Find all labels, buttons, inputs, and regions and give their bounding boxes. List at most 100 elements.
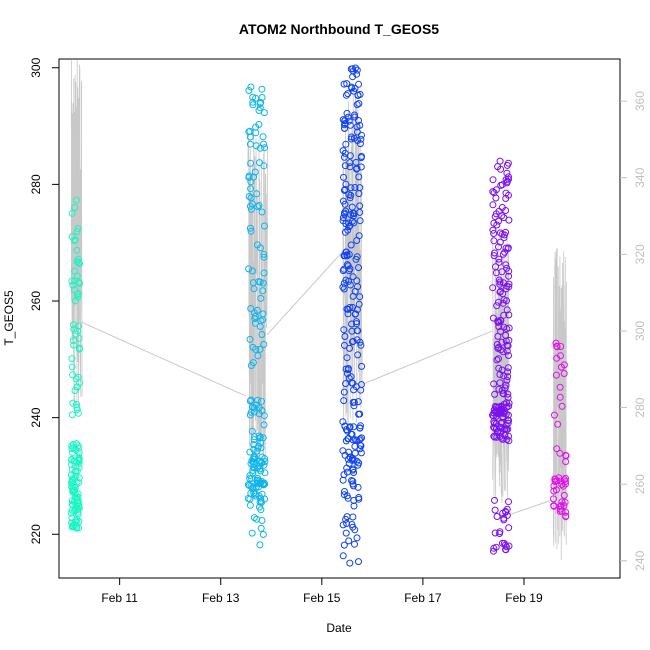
- data-point: [252, 345, 260, 353]
- secondary-connector-line: [509, 499, 554, 516]
- data-point: [499, 348, 507, 356]
- data-point: [560, 491, 568, 499]
- y-tick-label: 220: [29, 524, 43, 544]
- data-point: [353, 320, 361, 328]
- data-point: [341, 186, 349, 193]
- data-point: [355, 494, 363, 501]
- data-point: [251, 309, 258, 317]
- data-point: [73, 467, 81, 475]
- data-point: [249, 485, 256, 493]
- data-point: [505, 352, 512, 359]
- data-point: [349, 480, 357, 488]
- data-point: [490, 432, 498, 440]
- data-point: [493, 356, 501, 364]
- data-point: [558, 402, 566, 410]
- data-point: [342, 140, 350, 148]
- data-point: [504, 364, 512, 372]
- data-point: [344, 310, 352, 318]
- data-point: [257, 294, 265, 302]
- data-point: [501, 541, 509, 549]
- data-point: [250, 285, 258, 293]
- data-point: [556, 505, 564, 513]
- data-point: [344, 262, 352, 270]
- data-point: [356, 441, 364, 449]
- data-point: [346, 424, 353, 432]
- y-tick-label: 300: [29, 57, 43, 77]
- data-point: [353, 327, 361, 335]
- data-point: [256, 144, 264, 152]
- data-point: [257, 99, 265, 106]
- data-point: [256, 503, 263, 511]
- data-point: [558, 481, 566, 488]
- data-point: [251, 490, 259, 498]
- data-point: [500, 296, 508, 304]
- data-point: [562, 452, 570, 460]
- data-point: [352, 158, 360, 166]
- x-axis: Feb 11 Feb 13 Feb 15 Feb 17 Feb 19: [101, 578, 543, 605]
- data-point: [68, 455, 76, 463]
- data-point: [354, 483, 362, 491]
- data-point: [353, 165, 361, 173]
- data-point: [71, 486, 79, 494]
- data-point: [356, 424, 364, 432]
- data-point: [349, 209, 357, 217]
- data-point: [504, 373, 512, 381]
- data-point: [341, 333, 349, 340]
- data-point: [343, 354, 351, 362]
- data-point: [340, 265, 348, 273]
- data-point: [249, 403, 257, 411]
- data-point: [346, 304, 354, 311]
- data-point: [71, 204, 79, 211]
- data-point: [348, 327, 356, 335]
- data-point: [341, 120, 349, 127]
- y-axis-right: 240 260 280 300 320 340 360: [620, 91, 647, 571]
- data-point: [349, 65, 357, 73]
- data-point: [75, 259, 82, 267]
- data-point: [248, 200, 256, 208]
- data-point: [69, 337, 77, 344]
- data-point: [354, 92, 362, 99]
- data-point: [554, 420, 562, 428]
- data-point: [348, 84, 356, 92]
- data-point: [505, 272, 513, 280]
- data-point: [493, 403, 501, 411]
- data-point: [355, 558, 362, 566]
- data-point: [489, 201, 497, 209]
- data-point: [345, 374, 353, 382]
- secondary-burst-line: [247, 134, 268, 476]
- data-point: [258, 94, 266, 101]
- data-point: [502, 381, 510, 389]
- data-point: [343, 520, 351, 527]
- data-point: [74, 225, 82, 232]
- data-point: [247, 227, 255, 235]
- data-point: [340, 326, 348, 334]
- data-point: [340, 388, 348, 396]
- data-point: [494, 163, 502, 171]
- data-point: [67, 509, 75, 517]
- data-point: [350, 402, 358, 410]
- data-point: [253, 241, 261, 249]
- data-point: [245, 172, 253, 180]
- data-point: [357, 341, 365, 349]
- data-point: [354, 283, 362, 291]
- data-point: [553, 342, 561, 350]
- data-point: [258, 331, 266, 338]
- data-point: [496, 238, 504, 246]
- data-point: [495, 318, 503, 326]
- data-point: [357, 449, 365, 457]
- data-point: [502, 337, 510, 345]
- data-point: [343, 80, 351, 88]
- data-point: [343, 109, 351, 117]
- data-point: [68, 506, 76, 514]
- data-point: [356, 184, 364, 192]
- data-point: [73, 515, 81, 523]
- data-point: [343, 492, 351, 500]
- data-point: [255, 432, 263, 440]
- data-point: [356, 445, 364, 453]
- data-point: [76, 279, 84, 287]
- data-point: [502, 244, 510, 252]
- data-point: [344, 366, 352, 374]
- data-point: [251, 168, 259, 176]
- data-point: [489, 284, 497, 292]
- data-point: [559, 482, 567, 490]
